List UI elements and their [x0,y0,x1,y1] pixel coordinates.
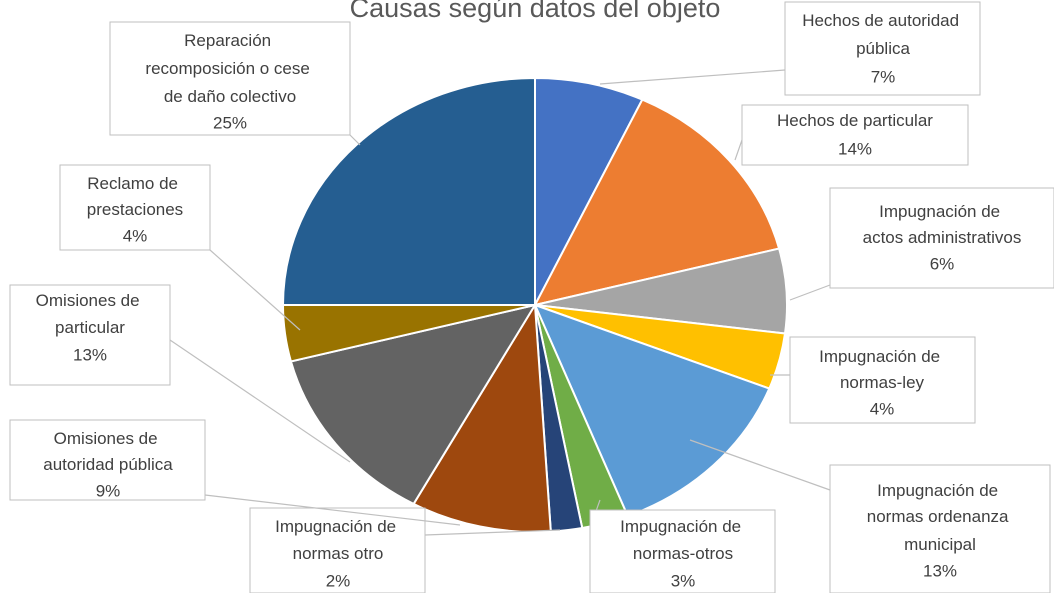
data-label-value: 4% [870,399,895,418]
data-label-value: 13% [73,345,107,364]
label-box [59,164,211,251]
label-box [589,509,776,593]
leader-line [349,134,361,146]
leader-line [424,529,561,536]
data-label-value: 4% [123,226,148,245]
pie-slice [289,303,538,506]
leader-line [599,69,786,85]
data-label-category: Omisiones de particular [36,291,145,337]
leader-line [169,339,351,463]
data-label-value: 7% [871,67,896,86]
data-label-category: Omisiones de autoridad pública [43,429,173,474]
data-label-value: 2% [326,571,351,590]
pie-slice [534,76,644,306]
data-label-category: Hechos de autoridad pública [802,11,964,58]
label-box [784,1,981,96]
data-label-value: 6% [930,254,955,273]
data-label-category: Reclamo de prestaciones [87,174,183,219]
data-label-value: 14% [838,139,872,158]
data-label-category: Reparación recomposición o cese de daño … [145,31,314,106]
pie-slice [281,76,536,306]
label-box [789,336,976,424]
data-label-value: 25% [213,113,247,132]
leader-line [689,439,831,491]
pie-slice [412,301,552,533]
leader-line [209,249,301,331]
leader-line [204,494,461,526]
chart-title: Causas según datos del objeto [350,0,721,23]
label-box [829,464,1051,593]
data-label-category: Impugnación de actos administrativos [863,202,1022,247]
data-label-category: Impugnación de normas otro [275,517,401,563]
leader-line [734,139,743,161]
label-box [9,284,171,386]
label-box [9,419,206,501]
data-label-category: Impugnación de normas ordenanza municipa… [867,481,1013,554]
data-label-value: 9% [96,481,121,500]
data-label-category: Hechos de particular [777,111,933,130]
data-label-category: Impugnación de normas-otros [620,517,746,563]
label-box [109,21,351,136]
label-box [829,187,1054,289]
data-label-category: Impugnación de normas-ley [819,347,945,392]
label-box [741,104,969,166]
data-label-value: 13% [923,561,957,580]
leader-line [789,284,831,301]
label-box [249,507,426,593]
data-label-value: 3% [671,571,696,590]
pie-slice [533,98,781,307]
